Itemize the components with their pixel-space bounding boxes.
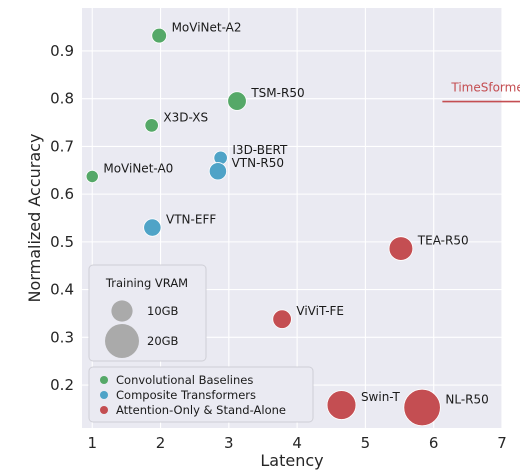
x-tick-label: 7 xyxy=(497,434,507,452)
x-axis-label: Latency xyxy=(260,451,323,470)
plot-area xyxy=(82,8,502,428)
point-label: NL-R50 xyxy=(445,392,488,406)
series-legend-marker xyxy=(100,406,108,414)
y-tick-label: 0.6 xyxy=(50,185,74,203)
point-label: TEA-R50 xyxy=(417,234,469,248)
y-tick-label: 0.8 xyxy=(50,90,74,108)
y-tick-label: 0.5 xyxy=(50,233,74,251)
point-label: VTN-R50 xyxy=(232,156,284,170)
point-x3d-xs xyxy=(144,118,159,133)
y-axis-label: Normalized Accuracy xyxy=(25,134,44,303)
x-tick-label: 6 xyxy=(429,434,439,452)
y-tick-label: 0.2 xyxy=(50,376,74,394)
series-legend-marker xyxy=(100,376,108,384)
vram-legend-label: 10GB xyxy=(147,304,179,318)
point-vtn-r50 xyxy=(208,162,227,181)
tick-labels: 1 2 3 4 5 6 7 0.2 0.3 0.4 0.5 0.6 0.7 0.8 0.9 xyxy=(50,42,507,452)
series-legend-label: Composite Transformers xyxy=(116,388,256,402)
y-tick-label: 0.9 xyxy=(50,42,74,60)
x-tick-label: 5 xyxy=(361,434,371,452)
x-tick-label: 4 xyxy=(292,434,302,452)
point-movinet-a0 xyxy=(85,169,99,183)
gridlines xyxy=(82,8,503,428)
point-label: MoViNet-A0 xyxy=(103,161,173,175)
point-movinet-a2 xyxy=(151,27,167,44)
point-tsm-r50 xyxy=(227,91,247,111)
data-points: MoViNet-A2 TSM-R50 X3D-XS MoViNet-A0 I3D-BER… xyxy=(85,21,489,427)
point-swin-t xyxy=(326,390,357,420)
point-vtn-eff xyxy=(143,218,162,237)
point-label: MoViNet-A2 xyxy=(172,21,242,35)
x-tick-label: 1 xyxy=(87,434,97,452)
vram-legend-label: 20GB xyxy=(147,334,179,348)
series-legend-label: Attention-Only & Stand-Alone xyxy=(116,403,286,417)
point-nl-r50 xyxy=(403,388,441,427)
series-legend-box xyxy=(88,366,314,423)
point-label: ViViT-FE xyxy=(296,304,344,318)
x-tick-label: 2 xyxy=(156,434,166,452)
vram-legend-marker xyxy=(105,324,139,358)
series-legend-label: Convolutional Baselines xyxy=(116,373,253,387)
y-tick-label: 0.7 xyxy=(50,137,74,155)
y-tick-label: 0.4 xyxy=(50,281,74,299)
point-tea-r50 xyxy=(388,236,414,261)
vram-size-legend: Training VRAM 10GB 20GB xyxy=(88,264,207,362)
series-legend-marker xyxy=(100,391,108,399)
x-tick-label: 3 xyxy=(224,434,234,452)
point-label: X3D-XS xyxy=(163,110,208,124)
point-label: Swin-T xyxy=(361,390,401,404)
y-tick-label: 0.3 xyxy=(50,328,74,346)
vram-legend-title: Training VRAM xyxy=(105,276,188,290)
timesformer-annotation: TimeSformer xyxy=(442,81,520,103)
vram-legend-marker xyxy=(111,300,133,322)
point-label: TSM-R50 xyxy=(250,86,304,100)
point-label: VTN-EFF xyxy=(166,213,216,227)
point-vivit-fe xyxy=(272,309,292,329)
annotation-label: TimeSformer xyxy=(450,81,520,95)
point-label: I3D-BERT xyxy=(232,143,288,157)
